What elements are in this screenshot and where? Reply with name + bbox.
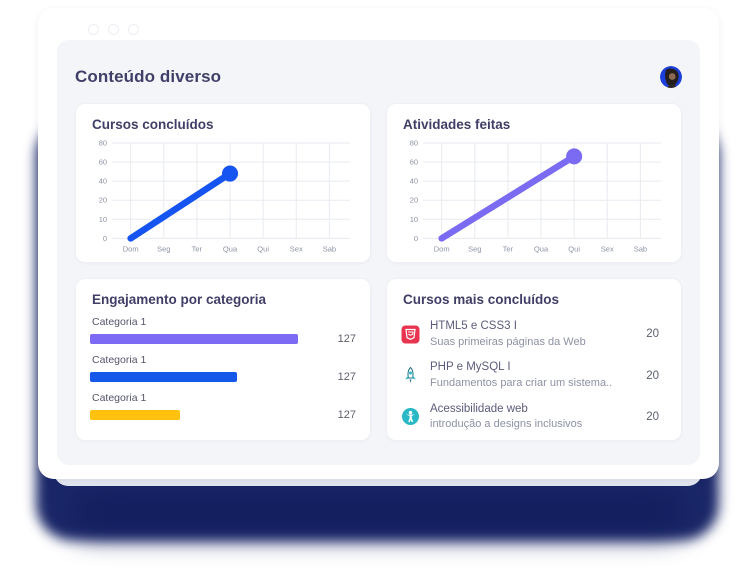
svg-text:80: 80 (99, 139, 107, 148)
svg-text:Dom: Dom (434, 244, 450, 253)
course-subtitle: introdução a designs inclusivos (430, 418, 583, 431)
svg-text:Ter: Ter (503, 244, 514, 253)
svg-text:Sab: Sab (634, 244, 647, 253)
bar-label: Categoria 1 (92, 392, 147, 404)
app-window: Conteúdo diverso Cursos concluídos 0 10 20… (38, 8, 719, 479)
card-cursos-mais-concluidos: Cursos mais concluídos HTML5 e CSS3 I Su… (386, 278, 682, 441)
course-item[interactable]: PHP e MySQL I Fundamentos para criar um … (401, 360, 667, 390)
svg-text:Seg: Seg (468, 244, 481, 253)
svg-text:0: 0 (414, 234, 418, 243)
svg-text:0: 0 (103, 234, 107, 243)
course-count: 20 (646, 410, 659, 423)
svg-text:80: 80 (410, 139, 418, 148)
avatar-image (660, 66, 682, 88)
course-title: HTML5 e CSS3 I (430, 320, 517, 332)
svg-text:Qua: Qua (223, 244, 238, 253)
svg-text:10: 10 (99, 215, 107, 224)
rocket-icon (405, 366, 416, 383)
svg-text:Sex: Sex (601, 244, 614, 253)
bar-track (90, 372, 316, 382)
course-subtitle: Suas primeiras páginas da Web (430, 335, 586, 348)
bar-fill-yellow (90, 410, 181, 420)
window-controls (88, 24, 139, 35)
content-panel: Conteúdo diverso Cursos concluídos 0 10 20… (57, 40, 700, 465)
svg-text:Ter: Ter (192, 244, 203, 253)
window-control-dot (128, 24, 139, 35)
card-atividades-feitas: Atividades feitas 0 10 20 40 60 80 Dom Seg Ter Qu… (386, 103, 682, 263)
course-item[interactable]: HTML5 e CSS3 I Suas primeiras páginas da… (401, 319, 667, 349)
bar-row: Categoria 1 127 (90, 354, 356, 383)
card-cursos-concluidos: Cursos concluídos 0 10 20 40 60 80 Dom Seg Ter Qu… (75, 103, 371, 263)
card-title: Atividades feitas (403, 117, 511, 132)
svg-text:Qui: Qui (568, 244, 580, 253)
svg-text:Seg: Seg (157, 244, 170, 253)
bar-track (90, 410, 316, 420)
svg-text:60: 60 (99, 158, 107, 167)
card-title: Cursos mais concluídos (403, 292, 560, 307)
svg-text:Dom: Dom (123, 244, 139, 253)
line-chart-atividades-feitas: 0 10 20 40 60 80 Dom Seg Ter Qua Qui Sex Sab (410, 139, 661, 253)
window-control-dot (108, 24, 119, 35)
line-chart-cursos-concluidos: 0 10 20 40 60 80 Dom Seg Ter Qua Qui Sex Sab (99, 139, 350, 253)
svg-text:Sex: Sex (290, 244, 303, 253)
svg-text:Sab: Sab (323, 244, 336, 253)
svg-text:20: 20 (410, 196, 418, 205)
bar-value: 127 (337, 333, 356, 345)
svg-text:40: 40 (410, 177, 418, 186)
page-title: Conteúdo diverso (75, 67, 222, 86)
svg-text:40: 40 (99, 177, 107, 186)
svg-text:Qui: Qui (257, 244, 269, 253)
bar-fill-purple (90, 334, 298, 344)
window-control-dot (88, 24, 99, 35)
page-header: Conteúdo diverso (75, 64, 682, 90)
bar-row: Categoria 1 127 (90, 392, 356, 421)
card-title: Cursos concluídos (92, 117, 214, 132)
course-subtitle: Fundamentos para criar um sistema.. (430, 376, 613, 389)
bar-row: Categoria 1 127 (90, 316, 356, 345)
cards-grid: Cursos concluídos 0 10 20 40 60 80 Dom Seg Ter Qu… (75, 103, 682, 441)
course-count: 20 (646, 328, 659, 341)
course-count: 20 (646, 369, 659, 382)
course-title: PHP e MySQL I (430, 361, 511, 374)
window-glow-core (70, 490, 686, 534)
course-list: HTML5 e CSS3 I Suas primeiras páginas da… (401, 319, 667, 432)
svg-text:Qua: Qua (534, 244, 549, 253)
bar-track (90, 334, 316, 344)
bar-value: 127 (337, 409, 356, 421)
bar-value: 127 (337, 371, 356, 383)
bar-label: Categoria 1 (92, 354, 147, 366)
course-title: Acessibilidade web (430, 402, 528, 415)
bar-fill-blue (90, 372, 237, 382)
html5-icon (401, 325, 420, 344)
card-engajamento-por-categoria: Engajamento por categoria Categoria 1 12… (75, 278, 371, 441)
svg-text:10: 10 (410, 215, 418, 224)
accessibility-icon (402, 408, 419, 426)
card-title: Engajamento por categoria (92, 292, 267, 307)
bar-label: Categoria 1 (92, 316, 147, 328)
user-avatar[interactable] (660, 66, 682, 88)
svg-text:60: 60 (410, 158, 418, 167)
course-item[interactable]: Acessibilidade web introdução a designs … (401, 402, 667, 432)
svg-text:20: 20 (99, 196, 107, 205)
